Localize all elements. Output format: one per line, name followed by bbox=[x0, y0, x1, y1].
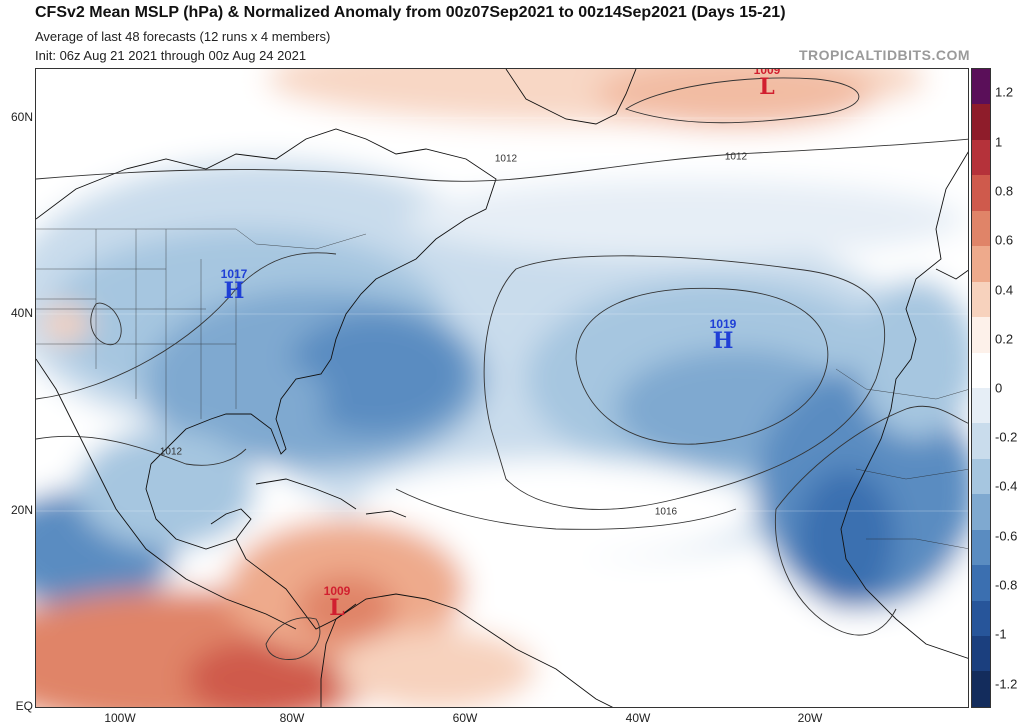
colorbar-segment bbox=[972, 352, 990, 388]
colorbar-tick: -0.4 bbox=[995, 478, 1018, 494]
lon-label: 20W bbox=[797, 711, 823, 725]
pressure-value: 1009 bbox=[323, 584, 351, 598]
low-pressure-center: 1009 L bbox=[753, 68, 781, 100]
high-pressure-center: 1019 H bbox=[709, 317, 737, 354]
map-panel: 1012 1012 1012 1016 1017 H 1019 H 1009 L… bbox=[35, 68, 969, 708]
colorbar-tick: 0.4 bbox=[995, 282, 1014, 298]
political-borders bbox=[36, 228, 968, 549]
pressure-symbol: H bbox=[712, 328, 734, 354]
lat-label: 40N bbox=[10, 306, 33, 320]
map-title: CFSv2 Mean MSLP (hPa) & Normalized Anoma… bbox=[35, 4, 786, 21]
map-canvas bbox=[36, 69, 968, 707]
colorbar-segment bbox=[972, 317, 990, 353]
colorbar-segment bbox=[972, 281, 990, 318]
pressure-symbol: L bbox=[759, 74, 775, 100]
colorbar-tick: 0.6 bbox=[995, 232, 1014, 248]
lon-label: 60W bbox=[452, 711, 478, 725]
colorbar-segment bbox=[972, 139, 990, 176]
colorbar-segment bbox=[972, 69, 990, 105]
colorbar-segment bbox=[972, 458, 990, 495]
coastlines bbox=[36, 69, 968, 707]
lon-label: 80W bbox=[279, 711, 305, 725]
isobar-label: 1012 bbox=[494, 153, 518, 165]
colorbar-tick: -1.2 bbox=[995, 676, 1018, 692]
colorbar-segment bbox=[972, 210, 990, 247]
pressure-symbol: L bbox=[329, 595, 345, 621]
colorbar-segment bbox=[972, 387, 990, 424]
brand-watermark: TROPICALTIDBITS.COM bbox=[798, 47, 970, 63]
colorbar-tick: -0.6 bbox=[995, 528, 1018, 544]
colorbar-tick: -0.2 bbox=[995, 429, 1018, 445]
colorbar-tick: 0 bbox=[995, 380, 1003, 396]
colorbar-segment bbox=[972, 671, 990, 707]
lon-label: 100W bbox=[104, 711, 136, 725]
colorbar-tick: 0.2 bbox=[995, 331, 1014, 347]
colorbar-tick: -0.8 bbox=[995, 577, 1018, 593]
anomaly-shading bbox=[36, 69, 968, 707]
colorbar-segment bbox=[972, 175, 990, 211]
map-subtitle-average: Average of last 48 forecasts (12 runs x … bbox=[35, 29, 331, 44]
colorbar-tick: -1 bbox=[995, 626, 1007, 642]
high-pressure-center: 1017 H bbox=[220, 267, 248, 304]
colorbar-segment bbox=[972, 565, 990, 601]
pressure-value: 1017 bbox=[220, 267, 248, 281]
low-pressure-center: 1009 L bbox=[323, 584, 351, 621]
isobar-label: 1016 bbox=[654, 506, 678, 518]
lon-label: 40W bbox=[625, 711, 651, 725]
colorbar-segment bbox=[972, 423, 990, 459]
pressure-symbol: H bbox=[223, 278, 245, 304]
isobar-label: 1012 bbox=[724, 151, 748, 163]
colorbar-segment bbox=[972, 494, 990, 530]
colorbar-segment bbox=[972, 636, 990, 672]
colorbar-segment bbox=[972, 104, 990, 140]
colorbar-tick: 1 bbox=[995, 134, 1003, 150]
isobars bbox=[36, 77, 968, 660]
pressure-value: 1019 bbox=[709, 317, 737, 331]
colorbar-segment bbox=[972, 246, 990, 282]
colorbar bbox=[971, 68, 991, 708]
header: CFSv2 Mean MSLP (hPa) & Normalized Anoma… bbox=[0, 0, 1024, 68]
map-subtitle-init: Init: 06z Aug 21 2021 through 00z Aug 24… bbox=[35, 48, 307, 63]
isobar-label: 1012 bbox=[159, 446, 183, 458]
graticule bbox=[36, 117, 968, 512]
lat-label: EQ bbox=[15, 699, 33, 713]
colorbar-tick: 0.8 bbox=[995, 183, 1014, 199]
lat-label: 20N bbox=[10, 503, 33, 517]
colorbar-segment bbox=[972, 600, 990, 636]
colorbar-tick: 1.2 bbox=[995, 84, 1014, 100]
lat-label: 60N bbox=[10, 110, 33, 124]
colorbar-segment bbox=[972, 529, 990, 566]
pressure-value: 1009 bbox=[753, 68, 781, 77]
